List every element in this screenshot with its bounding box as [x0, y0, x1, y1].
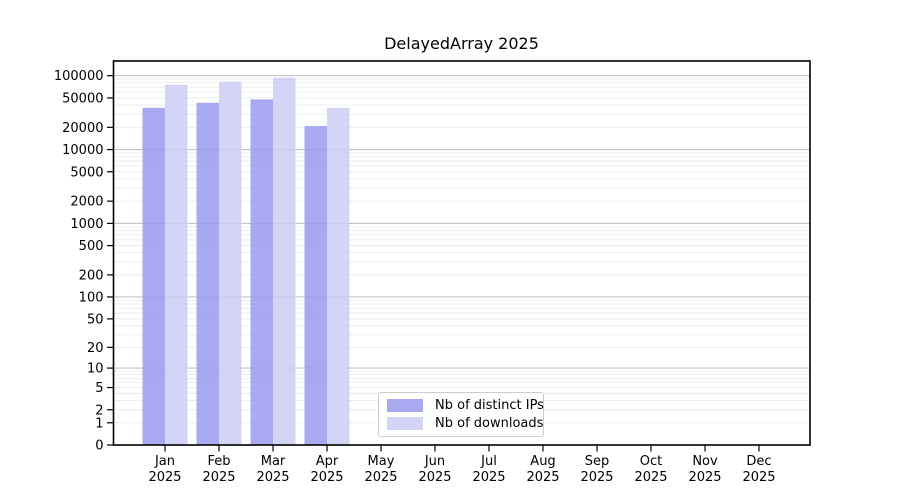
x-tick-label-month: Mar [261, 454, 286, 469]
y-tick-label: 20 [87, 341, 104, 356]
x-tick-label-year: 2025 [310, 470, 343, 485]
x-tick-label-year: 2025 [526, 470, 559, 485]
y-tick-label: 1000 [70, 217, 103, 232]
axes-border [112, 60, 811, 446]
bar-downloads-feb [219, 81, 242, 445]
bar-distinct-ips-jan [142, 107, 165, 445]
x-tick-label-year: 2025 [256, 470, 289, 485]
x-tick-label-month: Aug [530, 454, 555, 469]
bar-downloads-apr [327, 107, 350, 445]
x-tick-label-month: Nov [692, 454, 718, 469]
y-tick-label: 5 [95, 381, 103, 396]
y-tick-label: 50000 [62, 91, 103, 106]
legend-label-distinct-ips: Nb of distinct IPs [435, 397, 544, 413]
x-tick-label-year: 2025 [580, 470, 613, 485]
x-tick-label-year: 2025 [364, 470, 397, 485]
legend-item-distinct-ips: Nb of distinct IPs [387, 398, 544, 413]
y-tick-label: 200 [79, 268, 104, 283]
chart-title: DelayedArray 2025 [384, 34, 539, 53]
y-tick-label: 1 [95, 416, 103, 431]
x-tick-label-year: 2025 [688, 470, 721, 485]
x-tick-label-month: Apr [316, 454, 339, 469]
y-tick-label: 50 [87, 312, 104, 327]
x-tick-label-month: Oct [640, 454, 662, 469]
x-tick-label-month: Sep [585, 454, 610, 469]
y-tick-label: 100 [79, 290, 104, 305]
legend-swatch-distinct-ips [387, 398, 423, 412]
x-tick-label-year: 2025 [742, 470, 775, 485]
bar-distinct-ips-apr [304, 126, 327, 445]
y-tick-label: 2 [95, 403, 103, 418]
x-tick-label-year: 2025 [148, 470, 181, 485]
x-tick-label-month: May [368, 454, 395, 469]
y-tick-label: 10 [87, 362, 104, 377]
x-tick-label-month: Jan [154, 454, 175, 469]
x-tick-label-year: 2025 [418, 470, 451, 485]
x-tick-label-year: 2025 [634, 470, 667, 485]
x-tick-label-month: Jun [424, 454, 445, 469]
legend-item-downloads: Nb of downloads [387, 416, 543, 431]
y-tick-label: 5000 [70, 165, 103, 180]
x-tick-label-year: 2025 [202, 470, 235, 485]
legend-label-downloads: Nb of downloads [435, 416, 544, 432]
legend: Nb of distinct IPs Nb of downloads [378, 392, 544, 437]
y-tick-label: 100000 [54, 69, 104, 84]
y-tick-label: 500 [79, 239, 104, 254]
y-tick-label: 20000 [62, 121, 103, 136]
x-tick-label-month: Feb [207, 454, 230, 469]
y-tick-label: 10000 [62, 143, 103, 158]
x-tick-label-year: 2025 [472, 470, 505, 485]
bar-downloads-jan [165, 84, 188, 446]
y-tick-label: 2000 [70, 195, 103, 210]
x-tick-label-month: Dec [746, 454, 771, 469]
bar-downloads-mar [273, 77, 296, 445]
x-tick-label-month: Jul [480, 454, 497, 469]
legend-swatch-downloads [387, 417, 423, 431]
bar-distinct-ips-feb [196, 102, 219, 445]
bar-distinct-ips-mar [250, 99, 273, 446]
y-tick-label: 0 [95, 439, 103, 454]
